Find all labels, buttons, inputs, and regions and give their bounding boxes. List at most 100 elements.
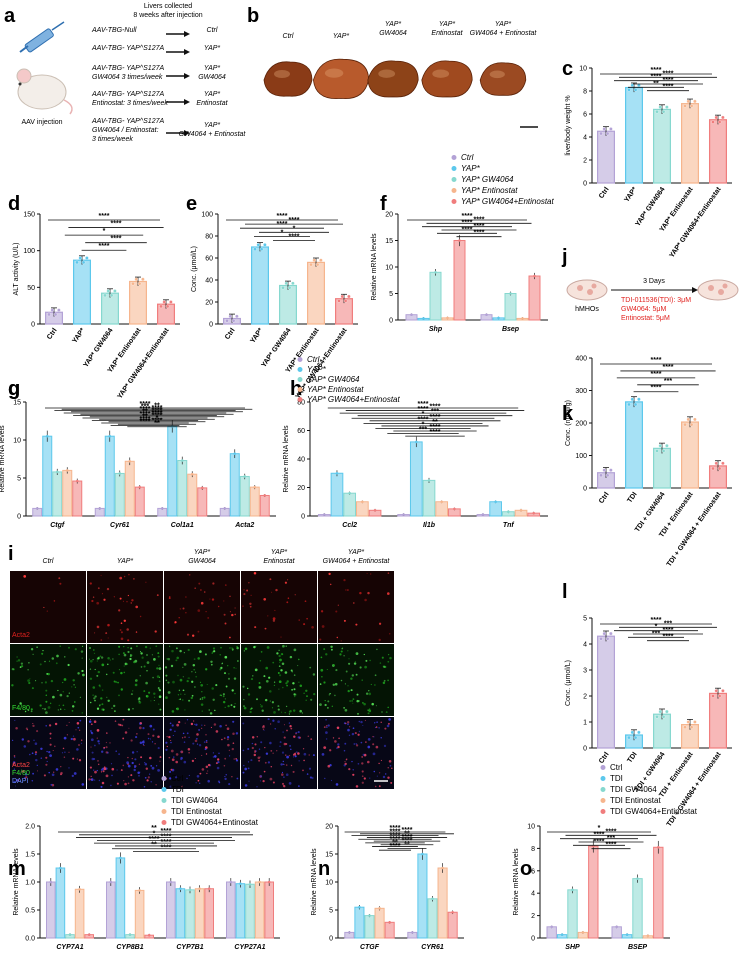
- bar: [72, 259, 91, 325]
- significance-stars: ****: [289, 234, 300, 241]
- y-tick-label: 40: [205, 278, 213, 285]
- x-category-label: Ctrl: [46, 327, 59, 341]
- significance-stars: ****: [663, 70, 674, 77]
- significance-stars: ****: [152, 410, 163, 417]
- data-point: [75, 260, 79, 265]
- data-point: [335, 471, 339, 475]
- data-point: [287, 285, 292, 290]
- data-point: [358, 905, 361, 909]
- data-point: [207, 887, 211, 891]
- significance-stars: ****: [99, 243, 110, 250]
- y-tick-label: 0: [531, 936, 535, 943]
- significance-stars: ****: [462, 226, 473, 233]
- data-point: [714, 689, 719, 693]
- legend-label: YAP*: [307, 365, 327, 374]
- a-vector-label: AAV-TBG- YAP^S127A: [91, 91, 164, 98]
- data-point: [646, 934, 650, 938]
- j-treatment-label: GW4064: 5μM: [621, 306, 666, 313]
- data-point: [78, 887, 81, 891]
- y-tick-label: 15: [325, 852, 333, 859]
- x-category-label: CYP7B1: [176, 944, 203, 951]
- x-category-label: BSEP: [628, 944, 647, 951]
- bar: [235, 883, 246, 939]
- data-point: [683, 725, 687, 729]
- data-point: [228, 314, 233, 319]
- y-axis-label: Conc. (nmol/g): [565, 400, 572, 446]
- chart-n: n 0 5 10 15 20 Relative mRNA levels CTGF CYR61 **…: [311, 824, 464, 951]
- liver-photo: [263, 61, 313, 97]
- data-point: [137, 281, 142, 286]
- liver-photo: [479, 62, 527, 96]
- data-point: [65, 469, 69, 472]
- dish-icon-left: [566, 279, 608, 301]
- data-point: [319, 258, 323, 262]
- significance-stars: ****: [606, 842, 617, 849]
- data-point: [609, 127, 613, 131]
- data-point: [108, 434, 112, 438]
- bar: [437, 867, 448, 939]
- data-point: [159, 304, 163, 309]
- data-point: [655, 715, 659, 719]
- a-header-line1: Livers collected: [144, 3, 192, 10]
- panel-letter-n: n: [318, 858, 330, 880]
- micrograph-tile: [87, 717, 163, 789]
- panel-letter-k: k: [562, 403, 574, 425]
- significance-stars: **: [151, 842, 157, 849]
- bar: [528, 275, 541, 321]
- y-tick-label: 300: [575, 388, 587, 395]
- data-point: [686, 720, 691, 724]
- data-point: [661, 715, 666, 719]
- x-category-label: Bsep: [502, 326, 520, 333]
- legend-marker: [161, 787, 167, 792]
- bar: [356, 501, 369, 517]
- significance-stars: ****: [663, 77, 674, 84]
- data-point: [53, 312, 58, 317]
- b-group-label: YAP*: [385, 21, 402, 28]
- bar: [166, 881, 176, 939]
- data-point: [410, 313, 413, 317]
- significance-stars: ****: [474, 230, 485, 237]
- legend-label: Ctrl: [171, 774, 184, 783]
- significance-stars: ****: [418, 401, 429, 408]
- data-point: [434, 271, 437, 274]
- a-vector-label: GW4064 / Entinostat:: [92, 127, 159, 134]
- a-group-label: YAP*: [204, 45, 221, 52]
- bar: [52, 471, 63, 517]
- data-point: [113, 289, 117, 293]
- data-point: [627, 735, 631, 740]
- data-point: [609, 631, 613, 636]
- significance-stars: **: [142, 414, 148, 421]
- data-point: [147, 933, 151, 937]
- data-point: [721, 461, 725, 466]
- y-tick-label: 0: [329, 936, 333, 943]
- data-point: [78, 256, 83, 260]
- data-point: [131, 281, 135, 286]
- data-point: [322, 513, 326, 516]
- a-vector-label: Entinostat: 3 times/week: [92, 100, 168, 107]
- data-point: [388, 921, 391, 924]
- data-point: [200, 486, 204, 490]
- b-group-label: YAP*: [439, 21, 456, 28]
- significance-stars: ****: [402, 834, 413, 841]
- significance-stars: ****: [430, 404, 441, 411]
- y-tick-label: 2.0: [25, 824, 35, 831]
- x-category-label: TDI: [626, 491, 638, 504]
- data-point: [35, 507, 39, 510]
- bar: [251, 246, 270, 325]
- bar: [62, 469, 73, 517]
- data-point: [485, 313, 488, 317]
- bar: [124, 460, 135, 517]
- micrograph-tile: [10, 717, 86, 789]
- significance-stars: ****: [430, 424, 441, 431]
- data-point: [441, 866, 444, 870]
- legend-marker: [600, 787, 606, 792]
- bar: [204, 888, 214, 939]
- data-point: [118, 472, 122, 475]
- y-tick-label: 20: [325, 824, 333, 831]
- data-point: [128, 459, 132, 463]
- data-point: [87, 933, 91, 936]
- data-point: [343, 299, 348, 303]
- y-tick-label: 1: [583, 720, 587, 727]
- a-group-label: YAP*: [204, 65, 221, 72]
